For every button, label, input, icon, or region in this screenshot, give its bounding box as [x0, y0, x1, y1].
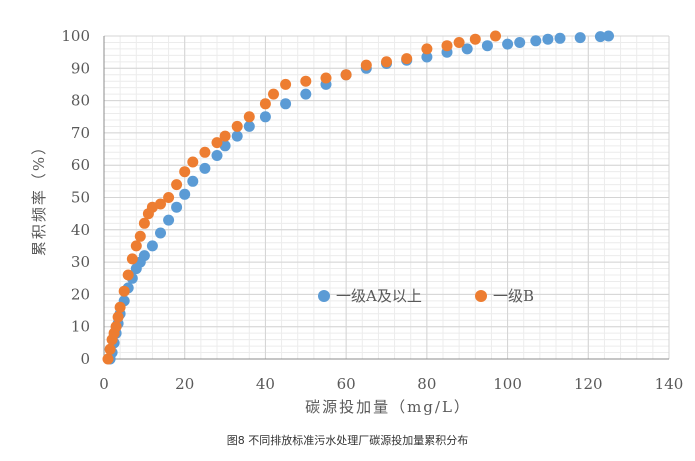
data-points [102, 30, 614, 365]
data-point [360, 59, 372, 71]
data-point [179, 166, 191, 178]
data-point [320, 72, 332, 84]
data-point [603, 30, 614, 42]
data-point [138, 217, 150, 229]
legend: 一级A及以上 一级B [318, 287, 534, 305]
data-point [469, 33, 481, 45]
data-point [280, 78, 292, 90]
plot-area: 0 20 40 60 80 100 120 140 0 10 20 30 40 50 60 70 80 90 100 [61, 27, 683, 393]
y-tick-label: 100 [61, 27, 90, 45]
data-point [114, 301, 126, 313]
data-point [219, 130, 231, 142]
x-tick-label: 60 [337, 375, 356, 393]
data-point [126, 253, 138, 265]
data-point [259, 111, 271, 123]
gridlines [103, 35, 670, 360]
chart-canvas: 0 20 40 60 80 100 120 140 0 10 20 30 40 50 60 70 80 90 100… [30, 27, 683, 416]
data-point [155, 198, 166, 210]
x-tick-label: 100 [493, 375, 522, 393]
data-point [530, 35, 542, 47]
data-point [122, 269, 134, 281]
y-tick-label: 0 [80, 350, 90, 368]
data-point [594, 31, 606, 43]
y-tick-label: 20 [71, 285, 90, 303]
x-tick-label: 0 [99, 375, 109, 393]
legend-marker-series-a [318, 290, 330, 302]
data-point [112, 311, 124, 323]
data-point [574, 32, 586, 44]
data-point [461, 43, 473, 55]
data-point [441, 40, 453, 52]
data-point [102, 353, 114, 365]
data-point [502, 38, 514, 50]
data-point [300, 75, 312, 87]
y-tick-label: 10 [71, 318, 90, 336]
x-tick-label: 20 [175, 375, 194, 393]
legend-label-series-b: 一级B [493, 287, 534, 305]
data-point [179, 188, 191, 200]
x-axis-title: 碳源投加量（mg/L） [305, 398, 471, 416]
y-tick-label: 70 [71, 124, 90, 142]
data-point [381, 56, 392, 68]
data-point [211, 137, 223, 149]
data-point [421, 43, 433, 55]
data-point [138, 250, 150, 262]
figure-caption: 图8 不同排放标准污水处理厂碳源投加量累积分布 [226, 434, 469, 447]
data-point [163, 214, 175, 226]
data-point [401, 53, 413, 65]
data-point [231, 120, 243, 132]
x-tick-label: 40 [256, 375, 275, 393]
data-point [231, 130, 243, 142]
data-point [243, 120, 255, 132]
data-point [171, 179, 183, 191]
y-tick-label: 60 [71, 156, 90, 174]
data-point [187, 175, 199, 187]
data-point [268, 88, 279, 100]
data-point [104, 343, 116, 355]
data-point [259, 98, 271, 110]
data-point [542, 33, 554, 45]
data-point [243, 111, 255, 123]
data-point [199, 146, 211, 158]
y-tick-label: 50 [71, 189, 90, 207]
series-b [102, 30, 501, 365]
legend-marker-series-b [475, 290, 487, 302]
data-point [199, 162, 211, 174]
data-point [280, 98, 292, 110]
data-point [163, 192, 175, 203]
data-point [300, 88, 312, 100]
data-point [171, 201, 183, 213]
data-point [554, 32, 566, 44]
data-point [110, 321, 122, 333]
x-tick-label: 120 [574, 375, 603, 393]
data-point [155, 227, 166, 239]
axes [103, 36, 669, 360]
x-tick-label: 80 [417, 375, 436, 393]
y-tick-label: 30 [71, 253, 90, 271]
x-tick-label: 140 [655, 375, 684, 393]
data-point [453, 37, 465, 48]
data-point [211, 150, 223, 161]
data-point [514, 37, 526, 48]
data-point [340, 69, 352, 81]
tick-labels: 0 20 40 60 80 100 120 140 0 10 20 30 40 50 60 70 80 90 100 [61, 27, 683, 393]
data-point [481, 40, 493, 52]
y-axis-title: 累积频率（%） [30, 138, 48, 256]
data-point [118, 285, 130, 297]
data-point [134, 230, 146, 242]
data-point [130, 240, 142, 252]
legend-label-series-a: 一级A及以上 [336, 287, 422, 305]
y-tick-label: 40 [71, 221, 90, 239]
y-tick-label: 90 [71, 59, 90, 77]
y-tick-label: 80 [71, 92, 90, 110]
data-point [421, 51, 433, 63]
data-point [187, 156, 199, 168]
data-point [146, 240, 158, 252]
data-point [490, 30, 501, 42]
